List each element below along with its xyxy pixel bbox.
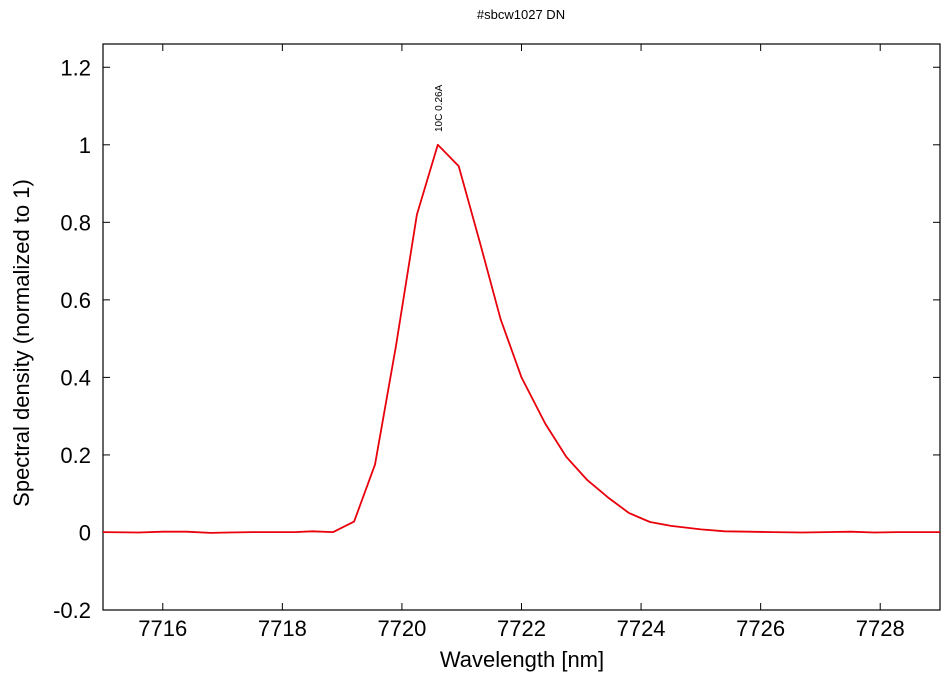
peak-annotation: 10C 0.26A [434,84,445,132]
x-tick-label: 7724 [617,616,666,641]
axes: 7716 7718 7720 7722 7724 7726 7728 -0.2 0 0.2 0.4 0… [53,43,941,641]
plot-frame [102,43,941,611]
x-tick-label: 7718 [258,616,307,641]
plot-area [102,143,940,534]
x-axis-title: Wavelength [nm] [440,647,604,672]
annotations: 10C 0.26A [434,84,445,132]
y-axis-title: Spectral density (normalized to 1) [9,179,34,507]
y-tick-label: -0.2 [53,598,91,623]
x-tick-label: 7722 [497,616,546,641]
y-tick-label: 0.6 [60,288,91,313]
y-tick-label: 1 [79,133,91,158]
x-tick-label: 7716 [138,616,187,641]
series-line [102,143,940,534]
chart-title: #sbcw1027 DN [477,7,565,22]
y-tick-label: 1.2 [60,55,91,80]
y-tick-label: 0 [79,520,91,545]
x-tick-label: 7720 [377,616,426,641]
y-tick-label: 0.8 [60,210,91,235]
x-tick-label: 7728 [856,616,905,641]
y-tick-label: 0.4 [60,365,91,390]
y-tick-label: 0.2 [60,443,91,468]
x-tick-label: 7726 [736,616,785,641]
